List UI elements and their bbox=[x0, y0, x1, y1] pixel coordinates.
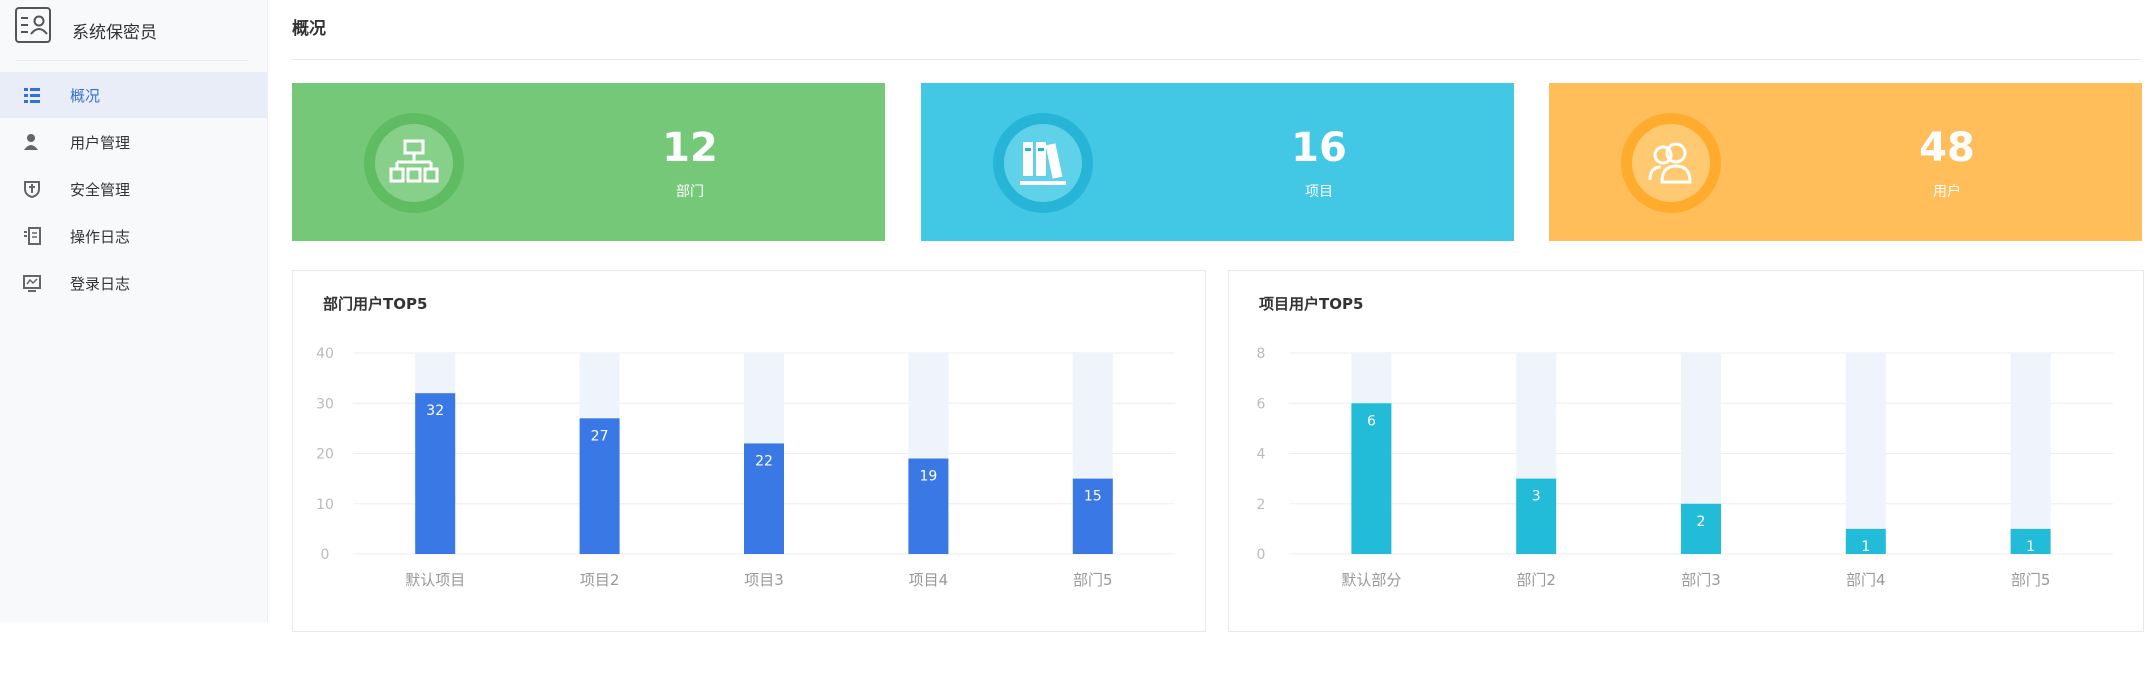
bar bbox=[908, 458, 949, 554]
stat-value: 48 bbox=[1919, 125, 1975, 171]
sidebar-item-label: 概况 bbox=[70, 87, 101, 105]
y-tick-label: 4 bbox=[1257, 447, 1266, 463]
y-tick-label: 2 bbox=[1257, 497, 1266, 513]
x-tick-label: 部门5 bbox=[2011, 571, 2051, 589]
panel-title: 部门用户TOP5 bbox=[323, 295, 428, 313]
bar-value-label: 1 bbox=[2026, 539, 2035, 555]
id-card-icon bbox=[15, 7, 51, 43]
binders-icon bbox=[1020, 142, 1066, 185]
bar-value-label: 19 bbox=[919, 469, 937, 485]
sidebar-item-overview[interactable]: 概况 bbox=[0, 72, 267, 118]
sidebar-item-operation-log[interactable]: 操作日志 bbox=[0, 213, 267, 259]
page-title: 概况 bbox=[292, 19, 326, 39]
stat-label: 项目 bbox=[1305, 184, 1333, 200]
card-icon-circle bbox=[993, 113, 1093, 213]
y-tick-label: 0 bbox=[1257, 547, 1266, 563]
bar-value-label: 27 bbox=[591, 428, 609, 444]
stat-value: 12 bbox=[662, 125, 718, 171]
divider bbox=[292, 59, 2142, 60]
chart-panel-project-users: 项目用户TOP5 0 2 4 6 8 6 默认部分 3 部门2 2 部门3 1 部门4 1 部门5 bbox=[1228, 270, 2144, 632]
bar bbox=[579, 418, 620, 554]
bar-value-label: 3 bbox=[1532, 489, 1541, 505]
x-tick-label: 项目3 bbox=[744, 571, 784, 589]
sidebar-item-label: 用户管理 bbox=[70, 134, 131, 152]
y-tick-label: 10 bbox=[316, 497, 334, 513]
sidebar-item-security-management[interactable]: 安全管理 bbox=[0, 166, 267, 212]
monitor-icon bbox=[23, 275, 41, 292]
y-tick-label: 30 bbox=[316, 396, 334, 412]
bar-chart: 0 10 20 30 40 32 默认项目 27 项目2 22 项目3 19 项目4 15 部门5 bbox=[316, 346, 1175, 589]
bar bbox=[415, 393, 456, 554]
bar bbox=[1351, 403, 1392, 554]
x-tick-label: 部门4 bbox=[1846, 571, 1886, 589]
sidebar-item-login-log[interactable]: 登录日志 bbox=[0, 260, 267, 306]
y-tick-label: 40 bbox=[316, 346, 334, 362]
stat-label: 部门 bbox=[676, 184, 704, 200]
sidebar-item-label: 登录日志 bbox=[70, 275, 131, 293]
y-tick-label: 0 bbox=[321, 547, 330, 563]
bar-chart: 0 2 4 6 8 6 默认部分 3 部门2 2 部门3 1 部门4 1 部门5 bbox=[1257, 346, 2113, 589]
bar-value-label: 22 bbox=[755, 453, 773, 469]
stat-value: 16 bbox=[1291, 125, 1347, 171]
stat-label: 用户 bbox=[1933, 184, 1961, 200]
user-icon bbox=[24, 134, 38, 150]
x-tick-label: 默认部分 bbox=[1341, 571, 1401, 589]
bar bbox=[1072, 478, 1113, 554]
bar bbox=[1516, 478, 1557, 554]
card-icon-circle bbox=[1621, 113, 1721, 213]
panel-title: 项目用户TOP5 bbox=[1259, 295, 1364, 313]
bar-value-label: 2 bbox=[1697, 514, 1706, 530]
sidebar-item-user-management[interactable]: 用户管理 bbox=[0, 119, 267, 165]
x-tick-label: 项目4 bbox=[909, 571, 949, 589]
bar-value-label: 15 bbox=[1084, 489, 1102, 505]
stat-card-projects: 16 项目 bbox=[921, 83, 1514, 241]
chart-panel-department-users: 部门用户TOP5 0 10 20 30 40 32 默认项目 27 项目2 22 项目3 19 项目4 1… bbox=[292, 270, 1206, 632]
y-tick-label: 20 bbox=[316, 447, 334, 463]
stat-card-users: 48 用户 bbox=[1549, 83, 2142, 241]
bar-background bbox=[2010, 353, 2051, 554]
sidebar-item-label: 操作日志 bbox=[70, 228, 131, 246]
app-title: 系统保密员 bbox=[72, 23, 157, 43]
sidebar-item-label: 安全管理 bbox=[70, 181, 131, 199]
bar bbox=[2010, 528, 2051, 554]
card-icon-circle bbox=[364, 113, 464, 213]
bar-value-label: 32 bbox=[426, 403, 444, 419]
list-icon bbox=[24, 88, 40, 103]
bar bbox=[1845, 528, 1886, 554]
x-tick-label: 项目2 bbox=[580, 571, 620, 589]
brand: 系统保密员 bbox=[14, 6, 254, 50]
users-icon bbox=[1648, 142, 1692, 184]
bar bbox=[1681, 503, 1721, 554]
x-tick-label: 默认项目 bbox=[405, 571, 465, 589]
divider bbox=[16, 60, 248, 61]
log-icon bbox=[24, 227, 41, 245]
shield-icon bbox=[24, 181, 40, 199]
x-tick-label: 部门5 bbox=[1073, 571, 1113, 589]
bar bbox=[744, 443, 784, 554]
sidebar: 系统保密员 概况 用户管理 安全管理 操作日志 bbox=[0, 0, 268, 622]
stat-card-departments: 12 部门 bbox=[292, 83, 885, 241]
y-tick-label: 8 bbox=[1257, 346, 1266, 362]
bar-value-label: 1 bbox=[1861, 539, 1870, 555]
bar-background bbox=[1845, 353, 1886, 554]
bar-value-label: 6 bbox=[1367, 413, 1376, 429]
x-tick-label: 部门3 bbox=[1681, 571, 1721, 589]
y-tick-label: 6 bbox=[1257, 396, 1266, 412]
x-tick-label: 部门2 bbox=[1516, 571, 1556, 589]
org-chart-icon bbox=[389, 139, 439, 183]
